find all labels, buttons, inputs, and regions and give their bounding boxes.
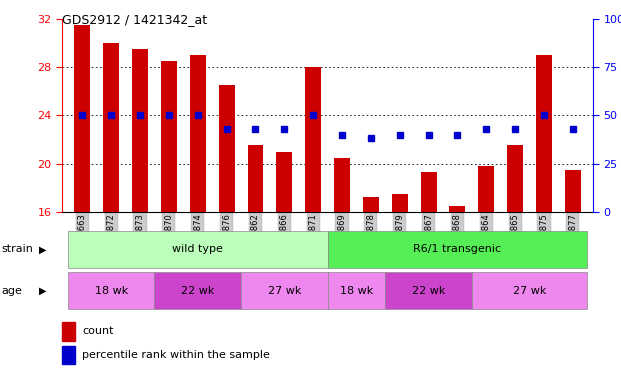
Text: 18 wk: 18 wk [340,286,373,296]
Text: ▶: ▶ [39,244,46,254]
Text: 27 wk: 27 wk [268,286,301,296]
Text: count: count [82,326,114,336]
Bar [478,166,494,212]
Text: ▶: ▶ [39,286,46,296]
Bar [536,55,552,212]
FancyBboxPatch shape [385,272,472,309]
Text: R6/1 transgenic: R6/1 transgenic [414,244,502,254]
Bar [392,194,407,212]
Bar [219,85,235,212]
Text: 22 wk: 22 wk [181,286,214,296]
Bar [363,197,379,212]
Text: age: age [1,286,22,296]
FancyBboxPatch shape [68,231,328,268]
Bar [248,146,263,212]
FancyBboxPatch shape [155,272,241,309]
Text: 18 wk: 18 wk [94,286,128,296]
Bar [62,322,75,340]
FancyBboxPatch shape [328,272,385,309]
Text: percentile rank within the sample: percentile rank within the sample [82,350,270,360]
Bar [132,49,148,212]
FancyBboxPatch shape [472,272,587,309]
Bar [161,61,177,212]
Text: 22 wk: 22 wk [412,286,445,296]
Bar [75,25,90,212]
Text: wild type: wild type [172,244,223,254]
Text: GDS2912 / 1421342_at: GDS2912 / 1421342_at [62,13,207,26]
Text: strain: strain [1,244,33,254]
Bar [103,43,119,212]
Bar [276,152,292,212]
Bar [565,170,581,212]
Text: 27 wk: 27 wk [513,286,546,296]
Bar [190,55,206,212]
FancyBboxPatch shape [328,231,587,268]
Bar [420,172,437,212]
FancyBboxPatch shape [241,272,328,309]
Bar [450,206,465,212]
Bar [62,346,75,364]
FancyBboxPatch shape [68,272,155,309]
Bar [507,146,523,212]
Bar [334,158,350,212]
Bar [305,67,321,212]
